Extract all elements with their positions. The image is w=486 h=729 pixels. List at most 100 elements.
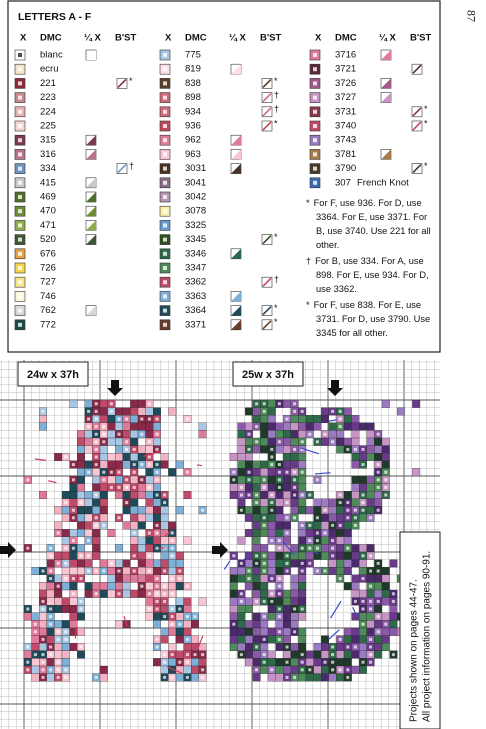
- stitch-cell: [290, 665, 299, 674]
- stitch-cell: [336, 437, 345, 446]
- stitch-cell: [313, 650, 322, 659]
- stitch-cell: [366, 620, 375, 629]
- stitch-symbol: [293, 447, 297, 451]
- stitch-symbol: [87, 569, 91, 573]
- stitch-cell: [374, 643, 383, 651]
- quarter-fill: [231, 163, 241, 174]
- dmc-number: 224: [40, 106, 56, 117]
- stitch-symbol: [285, 554, 289, 558]
- stitch-cell: [145, 407, 154, 416]
- stitch-symbol: [109, 485, 113, 489]
- stitch-cell: [137, 567, 146, 575]
- dmc-number: 963: [185, 149, 201, 160]
- stitch-cell: [267, 612, 276, 621]
- key-box: [7, 0, 441, 353]
- stitch-cell: [175, 612, 184, 621]
- stitch-symbol: [323, 660, 327, 664]
- stitch-symbol: [353, 508, 357, 512]
- stitch-cell: [260, 582, 269, 591]
- stitch-symbol: [376, 615, 380, 619]
- stitch-cell: [343, 536, 352, 545]
- stitch-cell: [160, 460, 169, 469]
- pattern: [23, 399, 207, 682]
- stitch-symbol: [201, 675, 205, 679]
- stitch-cell: [366, 475, 375, 484]
- stitch-symbol: [87, 425, 91, 429]
- stitch-symbol: [270, 501, 274, 505]
- stitch-symbol: [49, 615, 53, 619]
- stitch-symbol: [102, 432, 106, 436]
- stitch-cell: [283, 627, 291, 636]
- stitch-cell: [69, 498, 78, 507]
- stitch-symbol: [262, 660, 266, 664]
- stitch-cell: [77, 468, 85, 477]
- stitch-cell: [245, 658, 253, 667]
- stitch-cell: [237, 475, 246, 484]
- stitch-cell: [321, 673, 329, 682]
- stitch-symbol: [201, 668, 205, 672]
- dmc-number: 469: [40, 192, 56, 203]
- stitch-cell: [183, 491, 192, 499]
- stitch-cell: [245, 650, 253, 659]
- stitch-cell: [305, 658, 314, 667]
- stitch-cell: [153, 559, 161, 568]
- stitch-cell: [252, 506, 261, 515]
- stitch-symbol: [300, 447, 304, 451]
- stitch-cell: [237, 612, 246, 621]
- stitch-cell: [92, 529, 101, 537]
- stitch-symbol: [300, 493, 304, 497]
- symbol-dot: [163, 67, 167, 72]
- stitch-cell: [260, 574, 269, 583]
- stitch-cell: [336, 506, 345, 515]
- stitch-cell: [69, 612, 78, 621]
- stitch-cell: [46, 597, 55, 606]
- stitch-symbol: [125, 485, 129, 489]
- stitch-cell: [359, 635, 367, 644]
- stitch-cell: [137, 453, 146, 461]
- stitch-cell: [198, 422, 207, 431]
- stitch-cell: [237, 635, 246, 644]
- backstitch: [143, 450, 162, 457]
- stitch-symbol: [102, 425, 106, 429]
- stitch-symbol: [170, 592, 174, 596]
- stitch-cell: [283, 399, 291, 408]
- quarter-fill: [86, 206, 96, 217]
- stitch-cell: [328, 559, 337, 568]
- stitch-cell: [84, 589, 93, 598]
- stitch-cell: [77, 430, 85, 439]
- stitch-cell: [374, 620, 383, 629]
- stitch-cell: [351, 483, 360, 492]
- symbol-dot: [313, 124, 317, 128]
- stitch-cell: [153, 658, 161, 667]
- stitch-cell: [145, 544, 154, 553]
- stitch-cell: [328, 430, 337, 439]
- stitch-cell: [84, 521, 93, 530]
- stitch-cell: [366, 506, 375, 515]
- stitch-cell: [336, 567, 345, 575]
- stitch-symbol: [338, 577, 342, 581]
- stitch-symbol: [293, 493, 297, 497]
- stitch-symbol: [170, 615, 174, 619]
- stitch-cell: [145, 559, 154, 568]
- stitch-symbol: [117, 417, 121, 421]
- stitch-cell: [252, 460, 261, 469]
- stitch-symbol: [308, 432, 312, 436]
- backstitch-line: [412, 64, 422, 74]
- stitch-symbol: [117, 485, 121, 489]
- stitch-cell: [61, 597, 70, 606]
- quarter-fill: [231, 291, 241, 302]
- stitch-cell: [343, 650, 352, 659]
- stitch-cell: [160, 627, 169, 636]
- stitch-symbol: [293, 630, 297, 634]
- stitch-symbol: [87, 539, 91, 543]
- dmc-number: 3364: [185, 305, 206, 316]
- stitch-cell: [283, 521, 291, 530]
- stitch-cell: [99, 399, 108, 408]
- stitch-cell: [61, 513, 70, 522]
- size-label-box: [232, 361, 304, 387]
- stitch-cell: [153, 498, 161, 507]
- stitch-symbol: [94, 432, 98, 436]
- stitch-symbol: [178, 577, 182, 581]
- symbol-dot: [18, 152, 22, 157]
- stitch-cell: [61, 582, 70, 591]
